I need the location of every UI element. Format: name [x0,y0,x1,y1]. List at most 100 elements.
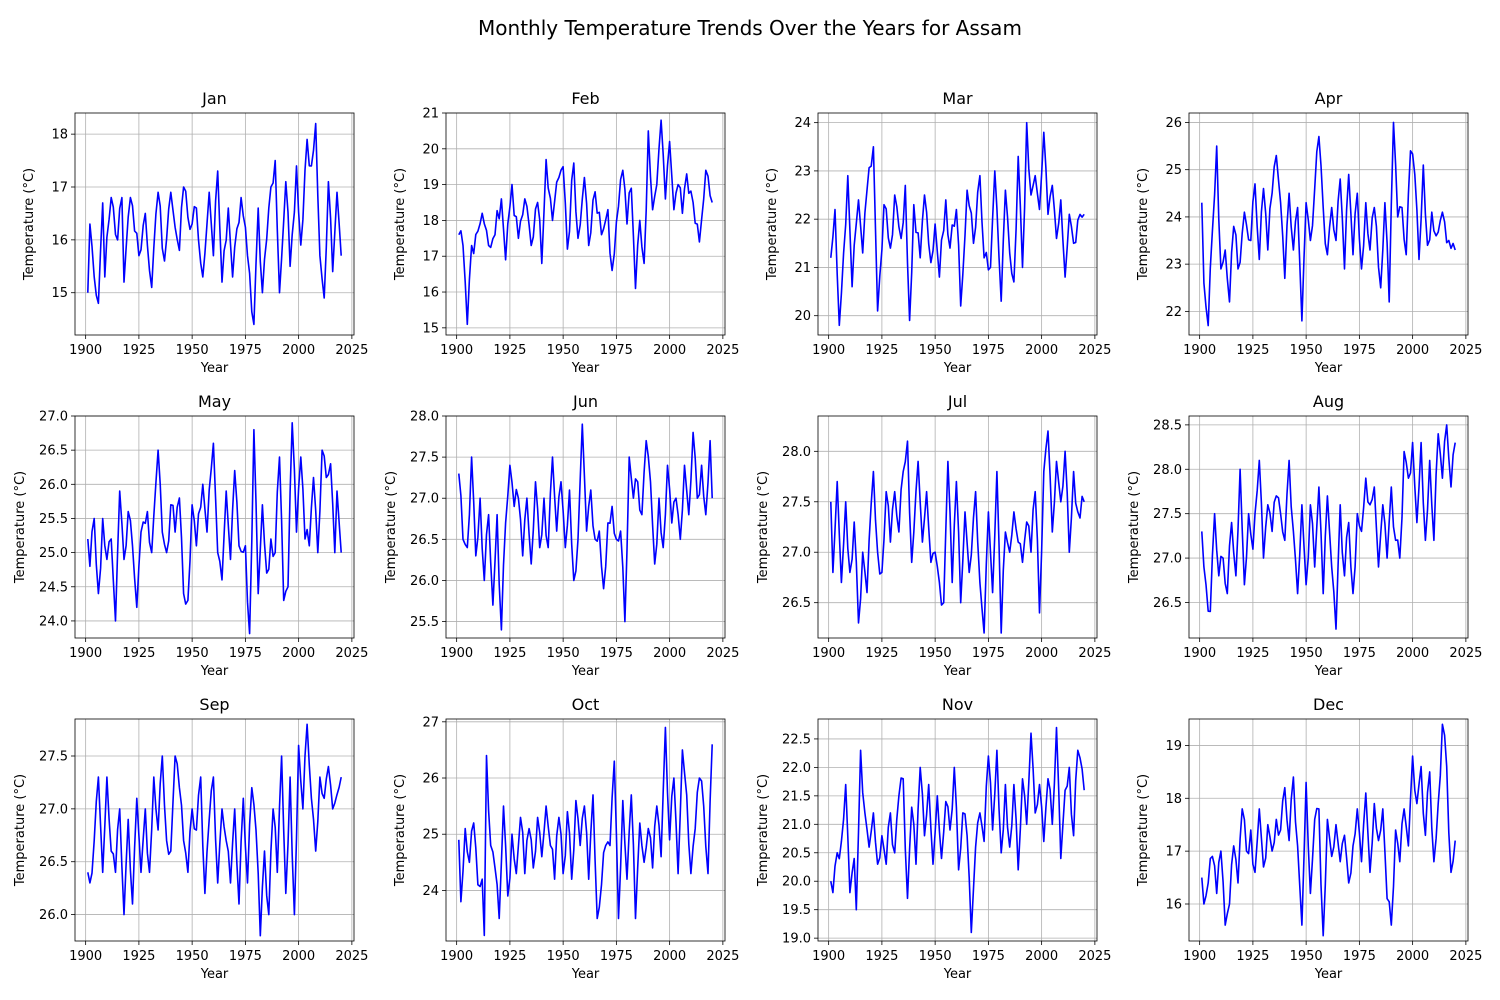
y-tick-label: 28.5 [1153,418,1182,433]
y-tick-label: 17 [422,250,439,265]
temperature-line [1201,121,1456,327]
y-tick-label: 23 [1165,258,1182,273]
y-tick-label: 27.0 [39,410,68,425]
subplot-oct: Oct 1900 1925 1950 1975 2000 2025 24 25 26 27 Year T… [393,695,739,982]
y-tick-label: 17 [1165,845,1182,860]
x-tick-label: 1900 [812,949,845,964]
x-tick-label: 1950 [176,949,209,964]
x-axis-label: Year [200,967,229,982]
axes-frame [817,415,1098,639]
x-tick-label: 1925 [1236,646,1269,661]
y-tick-label: 16 [422,286,439,301]
y-tick-label: 25.0 [39,546,68,561]
x-axis-label: Year [200,664,229,679]
subplot-title: Dec [1313,695,1344,714]
temperature-line [1201,723,1456,937]
x-tick-label: 1925 [122,343,155,358]
y-tick-label: 27.5 [410,451,439,466]
subplot-title: Jul [947,392,967,411]
x-tick-label: 2000 [1025,343,1058,358]
y-tick-label: 16 [1165,898,1182,913]
x-tick-label: 2025 [335,646,368,661]
y-tick-label: 18 [1165,792,1182,807]
x-tick-label: 1950 [919,949,952,964]
subplot-title: Aug [1313,392,1344,411]
x-tick-label: 1975 [972,343,1005,358]
y-tick-label: 15 [422,321,439,336]
y-tick-label: 26 [422,772,439,787]
axes-frame [445,415,726,639]
axes-frame [817,718,1098,942]
x-tick-label: 2025 [1449,949,1482,964]
y-tick-label: 19 [1165,739,1182,754]
x-tick-label: 2025 [1078,949,1111,964]
temperature-line [830,726,1085,934]
subplot-sep: Sep 1900 1925 1950 1975 2000 2025 26.0 26.5 27.0 2… [13,695,368,982]
y-axis-label: Temperature (°C) [756,774,771,887]
y-tick-label: 26 [1165,116,1182,131]
y-axis-label: Temperature (°C) [393,168,408,281]
subplot-apr: Apr 1900 1925 1950 1975 2000 2025 22 23 24 25 26 Yea… [1136,89,1482,376]
x-tick-label: 1925 [865,949,898,964]
x-tick-label: 1975 [600,343,633,358]
x-tick-label: 2000 [653,343,686,358]
y-axis-label: Temperature (°C) [1127,471,1142,584]
y-tick-label: 25.5 [410,615,439,630]
x-tick-label: 2000 [1025,949,1058,964]
x-tick-label: 1900 [440,646,473,661]
y-tick-label: 18 [51,128,68,143]
y-axis-label: Temperature (°C) [13,471,28,584]
y-tick-label: 26.0 [410,574,439,589]
x-tick-label: 2025 [335,949,368,964]
y-axis-label: Temperature (°C) [13,774,28,887]
y-tick-label: 25 [422,828,439,843]
temperature-line [458,423,713,631]
y-tick-label: 25.5 [39,512,68,527]
x-tick-label: 1975 [1343,343,1376,358]
subplot-dec: Dec 1900 1925 1950 1975 2000 2025 16 17 18 19 Year T… [1136,695,1482,982]
x-tick-label: 1975 [229,949,262,964]
axes-frame [1188,415,1469,639]
y-tick-label: 26.5 [39,444,68,459]
x-tick-label: 1925 [493,949,526,964]
x-tick-label: 1925 [493,343,526,358]
axes-frame [74,112,355,336]
x-tick-label: 1950 [919,343,952,358]
temperature-line [458,119,713,326]
y-tick-label: 26.0 [39,478,68,493]
y-tick-label: 20.5 [782,846,811,861]
x-tick-label: 1900 [440,949,473,964]
figure-title: Monthly Temperature Trends Over the Year… [478,16,1022,40]
y-tick-label: 27.5 [1153,507,1182,522]
x-tick-label: 1975 [229,343,262,358]
x-tick-label: 1925 [1236,343,1269,358]
subplot-title: Feb [571,89,599,108]
y-tick-label: 24 [422,884,439,899]
x-axis-label: Year [943,361,972,376]
x-tick-label: 2000 [1396,646,1429,661]
y-tick-label: 21.5 [782,789,811,804]
subplot-title: Apr [1315,89,1343,108]
y-tick-label: 20 [794,309,811,324]
x-tick-label: 2000 [653,949,686,964]
y-tick-label: 26.5 [410,533,439,548]
subplot-nov: Nov 1900 1925 1950 1975 2000 2025 19.0 19.5 20.0 2… [756,695,1111,982]
temperature-line [1201,424,1456,630]
x-tick-label: 1950 [1290,343,1323,358]
subplot-jan: Jan 1900 1925 1950 1975 2000 2025 15 16 17 18 Year T… [22,89,368,376]
x-tick-label: 1950 [176,646,209,661]
y-tick-label: 27.0 [39,802,68,817]
y-axis-label: Temperature (°C) [22,168,37,281]
x-axis-label: Year [571,967,600,982]
temperature-line [87,122,342,326]
x-tick-label: 1975 [972,646,1005,661]
x-tick-label: 1925 [1236,949,1269,964]
x-tick-label: 2000 [1396,343,1429,358]
x-axis-label: Year [943,967,972,982]
y-tick-label: 20.0 [782,875,811,890]
x-tick-label: 1900 [69,646,102,661]
axes-frame [1188,112,1469,336]
x-tick-label: 1925 [865,343,898,358]
x-tick-label: 1950 [1290,646,1323,661]
